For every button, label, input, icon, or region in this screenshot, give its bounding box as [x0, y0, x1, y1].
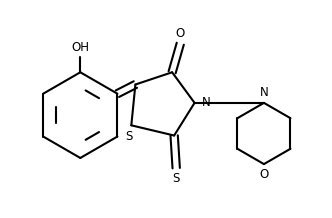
Text: OH: OH [71, 41, 89, 53]
Text: N: N [202, 96, 211, 109]
Text: O: O [259, 168, 269, 181]
Text: N: N [260, 86, 268, 99]
Text: O: O [176, 27, 185, 40]
Text: S: S [125, 130, 133, 143]
Text: S: S [173, 172, 180, 185]
